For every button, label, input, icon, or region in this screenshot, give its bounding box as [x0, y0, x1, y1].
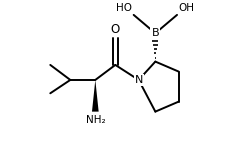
Polygon shape — [92, 80, 99, 112]
Text: O: O — [111, 23, 120, 36]
Text: NH₂: NH₂ — [85, 115, 105, 125]
Text: N: N — [134, 75, 143, 85]
Text: HO: HO — [116, 3, 132, 13]
Text: OH: OH — [179, 3, 195, 13]
Text: B: B — [152, 28, 159, 38]
